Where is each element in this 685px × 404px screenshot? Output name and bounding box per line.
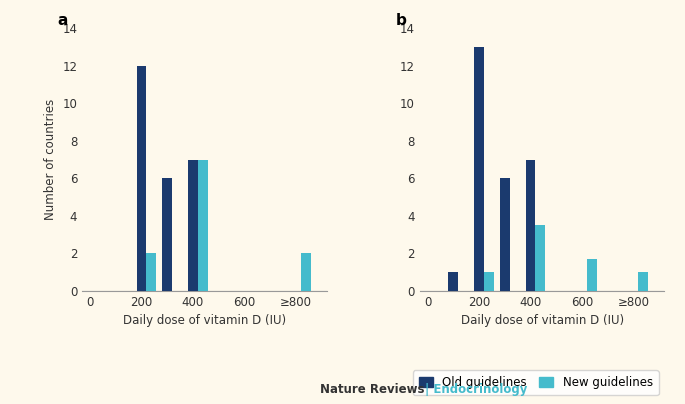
Bar (449, 272, 458, 291)
Bar (136, 66, 147, 291)
Text: a: a (58, 13, 68, 27)
Bar (587, 259, 597, 291)
Text: Nature Reviews: Nature Reviews (320, 383, 425, 396)
Text: b: b (395, 13, 406, 27)
Bar (198, 160, 208, 291)
Bar (638, 272, 648, 291)
X-axis label: Daily dose of vitamin D (IU): Daily dose of vitamin D (IU) (460, 314, 623, 327)
Bar (536, 225, 545, 291)
Bar (147, 253, 156, 291)
Bar (484, 272, 494, 291)
Bar (474, 47, 484, 291)
Bar (301, 253, 310, 291)
Legend: Old guidelines, New guidelines: Old guidelines, New guidelines (413, 370, 658, 395)
Bar (188, 160, 198, 291)
Bar (500, 178, 510, 291)
Bar (162, 178, 172, 291)
Bar (525, 160, 536, 291)
X-axis label: Daily dose of vitamin D (IU): Daily dose of vitamin D (IU) (123, 314, 286, 327)
Y-axis label: Number of countries: Number of countries (44, 99, 57, 220)
Text: | Endocrinology: | Endocrinology (425, 383, 527, 396)
